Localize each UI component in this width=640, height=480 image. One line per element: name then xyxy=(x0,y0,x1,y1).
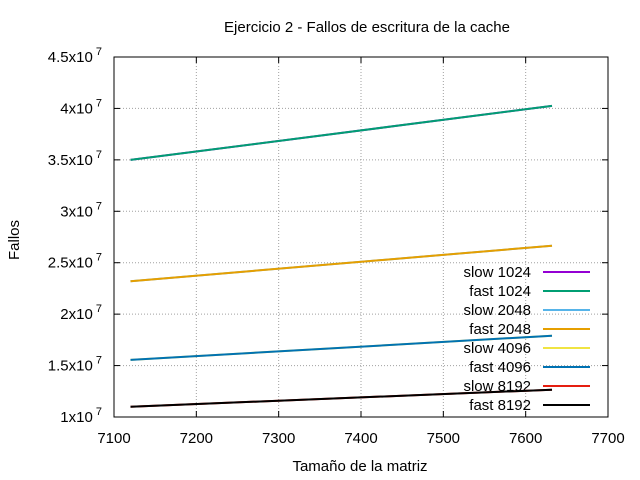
plot-frame xyxy=(113,56,609,418)
series-lines xyxy=(130,104,553,408)
y-axis-label: Fallos xyxy=(6,220,23,260)
y-tick-label: 3.5x10 7 xyxy=(48,149,102,169)
legend-label: slow 1024 xyxy=(463,264,531,281)
series-line-fast-2048 xyxy=(130,244,553,283)
chart-title: Ejercicio 2 - Fallos de escritura de la … xyxy=(224,19,510,36)
grid xyxy=(114,57,608,417)
legend-label: fast 1024 xyxy=(469,283,531,300)
y-tick-label: 2x10 7 xyxy=(60,303,102,323)
x-tick-label: 7300 xyxy=(262,430,295,447)
legend-label: slow 2048 xyxy=(463,302,531,319)
x-tick-label: 7200 xyxy=(180,430,213,447)
x-axis-label: Tamaño de la matriz xyxy=(292,458,427,475)
x-tick-label: 7700 xyxy=(591,430,624,447)
legend-label: fast 8192 xyxy=(469,397,531,414)
legend-label: slow 8192 xyxy=(463,378,531,395)
y-axis: 1x10 7 1.5x10 7 2x10 7 2.5x10 7 3x10 7 3.5x10… xyxy=(48,46,608,426)
legend: slow 1024 fast 1024 slow 2048 fast 2048 slow… xyxy=(463,264,590,414)
y-tick-label: 1x10 7 xyxy=(60,406,102,426)
x-tick-label: 7100 xyxy=(97,430,130,447)
y-tick-label: 3x10 7 xyxy=(60,200,102,220)
x-axis: 7100 7200 7300 7400 7500 7600 7700 xyxy=(97,57,625,447)
series-line-fast-1024 xyxy=(130,104,553,161)
series-line-fast-8192 xyxy=(130,388,553,408)
y-tick-label: 4.5x10 7 xyxy=(48,46,102,66)
y-tick-label: 4x10 7 xyxy=(60,97,102,117)
legend-label: slow 4096 xyxy=(463,340,531,357)
legend-label: fast 4096 xyxy=(469,359,531,376)
y-tick-label: 2.5x10 7 xyxy=(48,252,102,272)
x-tick-label: 7600 xyxy=(509,430,542,447)
x-tick-label: 7500 xyxy=(427,430,460,447)
legend-label: fast 2048 xyxy=(469,321,531,338)
y-tick-label: 1.5x10 7 xyxy=(48,355,102,375)
series-line-fast-4096 xyxy=(130,334,553,361)
x-tick-label: 7400 xyxy=(344,430,377,447)
